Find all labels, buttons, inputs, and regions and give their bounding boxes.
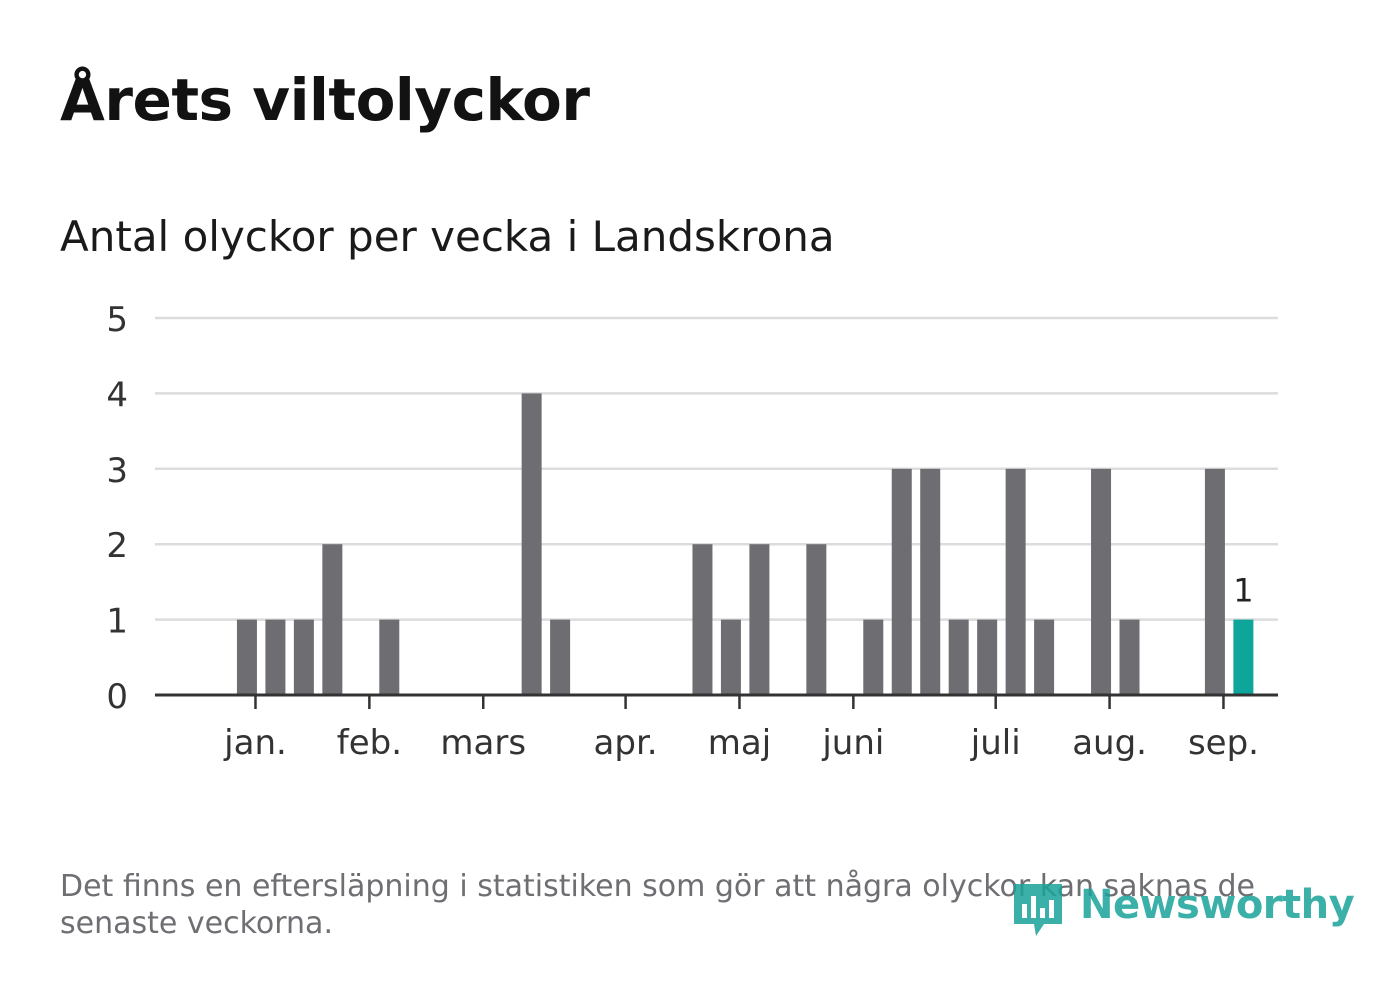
- bar: [692, 544, 713, 695]
- x-tick-label: jan.: [223, 723, 287, 763]
- x-tick-label: juni: [821, 723, 884, 763]
- bar: [236, 619, 257, 695]
- bar: [891, 468, 912, 695]
- x-tick-label: sep.: [1188, 723, 1259, 763]
- y-tick-label: 2: [106, 526, 128, 566]
- y-tick-label: 0: [106, 677, 128, 717]
- bar: [948, 619, 969, 695]
- bar: [1091, 468, 1112, 695]
- bar: [1005, 468, 1026, 695]
- x-tick-label: maj: [708, 723, 771, 763]
- x-tick-label: feb.: [337, 723, 402, 763]
- y-tick-label: 1: [106, 602, 128, 642]
- chart-title: Årets viltolyckor: [60, 66, 590, 134]
- bar: [293, 619, 314, 695]
- highlight-bar: [1233, 619, 1254, 695]
- x-tick-label: apr.: [594, 723, 658, 763]
- newsworthy-logo: Newsworthy: [1010, 880, 1355, 942]
- bar: [265, 619, 286, 695]
- bar: [521, 393, 542, 695]
- highlight-data-label: 1: [1233, 572, 1253, 610]
- x-tick-label: mars: [440, 723, 526, 763]
- bar: [806, 544, 827, 695]
- bar: [1034, 619, 1055, 695]
- bar: [379, 619, 400, 695]
- x-tick-label: aug.: [1072, 723, 1147, 763]
- bar: [322, 544, 343, 695]
- bar: [1119, 619, 1140, 695]
- bar: [749, 544, 770, 695]
- bar: [1204, 468, 1225, 695]
- bar: [977, 619, 998, 695]
- x-tick-label: juli: [970, 723, 1021, 763]
- bar: [920, 468, 941, 695]
- bar: [863, 619, 884, 695]
- y-tick-label: 4: [106, 375, 128, 415]
- y-tick-label: 5: [106, 300, 128, 340]
- newsworthy-logo-icon: [1014, 884, 1062, 936]
- bar: [720, 619, 741, 695]
- bar: [550, 619, 571, 695]
- y-tick-label: 3: [106, 451, 128, 491]
- chart-subtitle: Antal olyckor per vecka i Landskrona: [60, 212, 835, 261]
- newsworthy-logo-text: Newsworthy: [1080, 882, 1355, 928]
